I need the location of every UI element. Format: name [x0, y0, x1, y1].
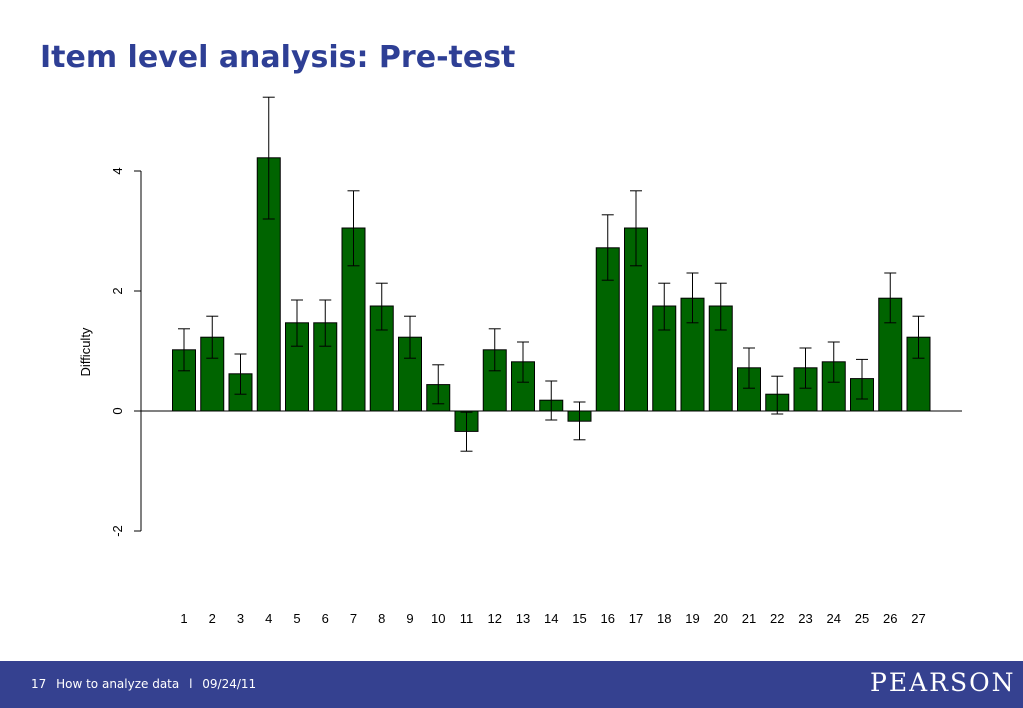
x-tick-label-8: 8	[378, 611, 385, 626]
x-tick-label-26: 26	[883, 611, 897, 626]
x-tick-label-10: 10	[431, 611, 445, 626]
x-tick-label-14: 14	[544, 611, 558, 626]
footer-separator: l	[189, 677, 193, 691]
x-tick-label-2: 2	[209, 611, 216, 626]
pearson-logo: PEARSON	[870, 668, 1016, 697]
x-tick-label-15: 15	[572, 611, 586, 626]
x-tick-label-19: 19	[685, 611, 699, 626]
x-tick-label-12: 12	[488, 611, 502, 626]
x-tick-label-24: 24	[827, 611, 841, 626]
x-tick-label-11: 11	[460, 611, 474, 626]
page-number: 17	[31, 677, 47, 691]
x-tick-label-3: 3	[237, 611, 244, 626]
footer-bar: 17 How to analyze data l 09/24/11 PEARSO…	[0, 661, 1023, 708]
footer-title: How to analyze data	[56, 677, 180, 691]
x-tick-label-21: 21	[742, 611, 756, 626]
y-tick-label-4: 4	[110, 167, 125, 174]
slide-title: Item level analysis: Pre-test	[40, 40, 516, 75]
x-tick-label-23: 23	[798, 611, 812, 626]
x-tick-label-6: 6	[322, 611, 329, 626]
x-tick-label-22: 22	[770, 611, 784, 626]
x-tick-label-25: 25	[855, 611, 869, 626]
x-tick-label-18: 18	[657, 611, 671, 626]
x-tick-label-5: 5	[293, 611, 300, 626]
y-axis-label: Difficulty	[78, 327, 93, 376]
y-tick-label--2: -2	[110, 525, 125, 537]
x-tick-label-7: 7	[350, 611, 357, 626]
x-tick-label-27: 27	[911, 611, 925, 626]
x-tick-label-9: 9	[406, 611, 413, 626]
x-tick-label-17: 17	[629, 611, 643, 626]
x-tick-label-16: 16	[601, 611, 615, 626]
x-tick-label-13: 13	[516, 611, 530, 626]
x-tick-label-20: 20	[714, 611, 728, 626]
x-tick-label-1: 1	[180, 611, 187, 626]
y-tick-label-2: 2	[110, 287, 125, 294]
x-tick-label-4: 4	[265, 611, 272, 626]
footer-date: 09/24/11	[202, 677, 257, 691]
footer-info: 17 How to analyze data l 09/24/11	[31, 677, 262, 691]
y-tick-label-0: 0	[110, 407, 125, 414]
